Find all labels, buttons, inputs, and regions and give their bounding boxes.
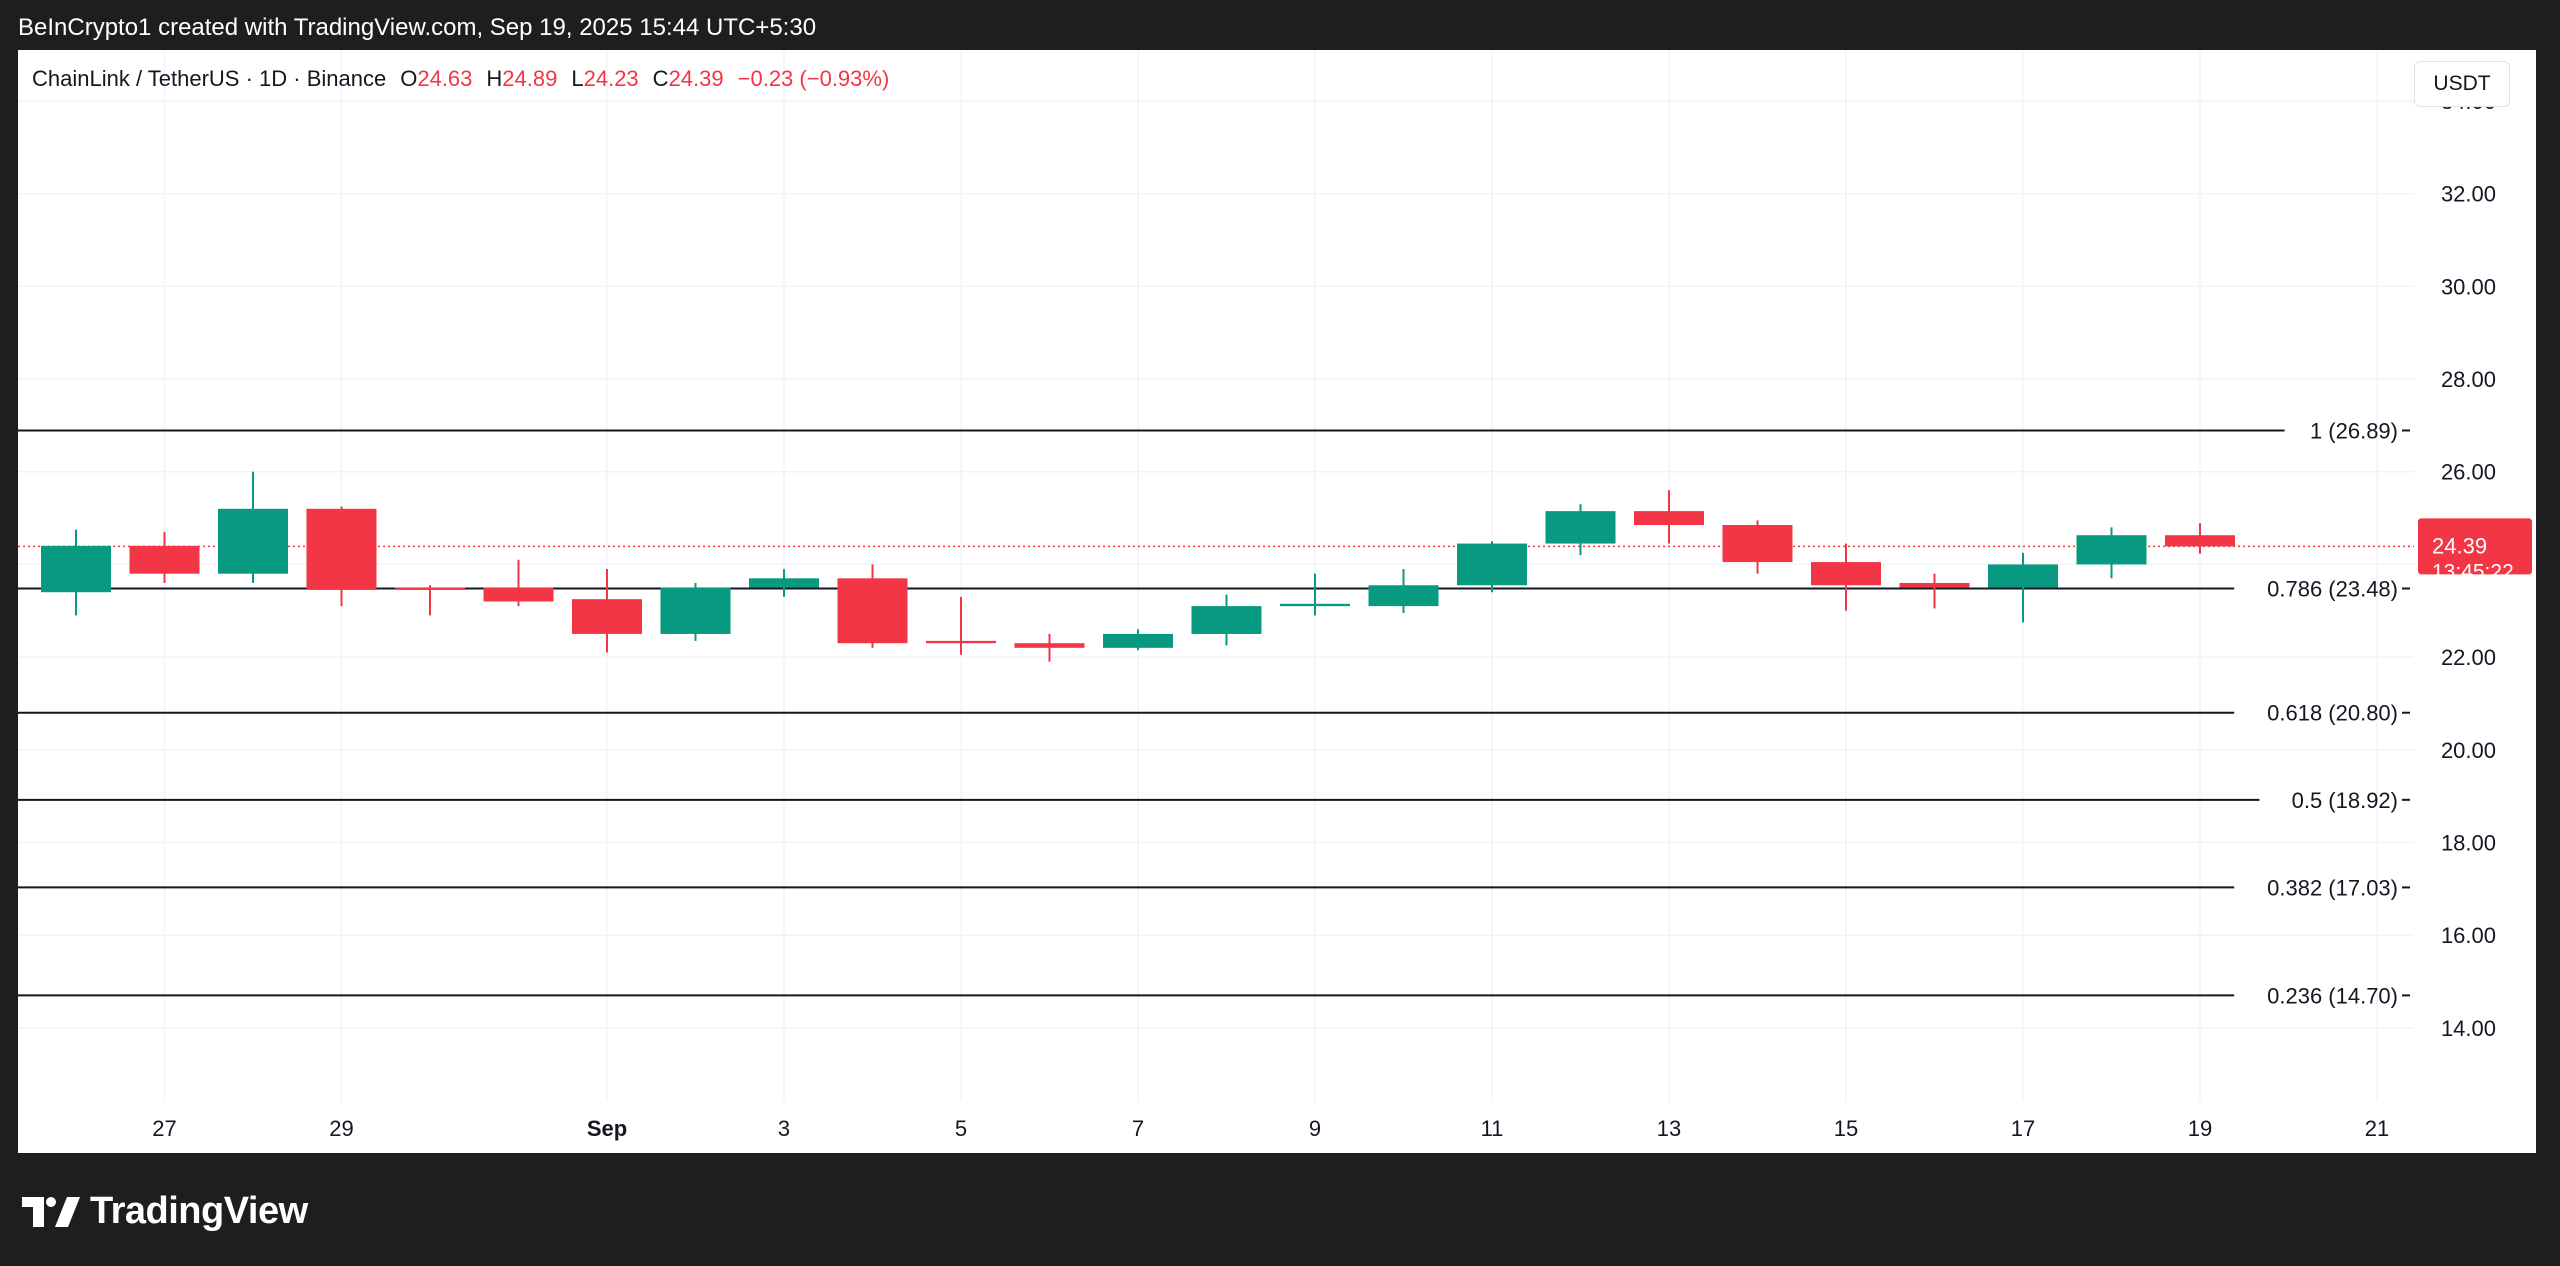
candle-body[interactable]	[1811, 562, 1881, 586]
tradingview-logo[interactable]: TradingView	[22, 1190, 308, 1233]
last-price-countdown: 13:45:22	[2432, 560, 2514, 583]
candle-body[interactable]	[1368, 585, 1439, 607]
x-axis-tick-label: 11	[1481, 1116, 1504, 1141]
legend-open-label: O	[400, 66, 418, 91]
fib-level-label: 0.382 (17.03)	[2267, 875, 2398, 900]
candle-body[interactable]	[395, 587, 465, 590]
legend-change: −0.23 (−0.93%)	[737, 66, 890, 91]
y-axis-tick-label: 22.00	[2441, 645, 2496, 670]
x-axis-tick-label: 13	[1657, 1116, 1681, 1141]
candle-body[interactable]	[837, 578, 908, 644]
currency-button[interactable]: USDT	[2414, 61, 2510, 107]
x-axis-tick-label: 15	[1834, 1116, 1858, 1141]
candle-body[interactable]	[1634, 511, 1704, 526]
x-axis-tick-label: 17	[2011, 1116, 2035, 1141]
x-axis-tick-label: 19	[2188, 1116, 2212, 1141]
last-price-value: 24.39	[2432, 533, 2487, 558]
y-axis-tick-label: 32.00	[2441, 182, 2496, 207]
y-axis-tick-label: 18.00	[2441, 830, 2496, 855]
legend-open-value: 24.63	[417, 66, 473, 91]
candle-body[interactable]	[306, 508, 377, 590]
fib-level-label: 0.5 (18.92)	[2292, 788, 2398, 813]
x-axis-tick-label: 27	[152, 1116, 176, 1141]
candle-body[interactable]	[483, 587, 554, 602]
candle-body[interactable]	[129, 545, 200, 574]
candle-body[interactable]	[1280, 603, 1350, 607]
x-axis-tick-label: 7	[1132, 1116, 1144, 1141]
candle-body[interactable]	[1103, 633, 1173, 648]
candle-body[interactable]	[1722, 525, 1793, 563]
y-axis-tick-label: 14.00	[2441, 1016, 2496, 1041]
last-price-tag[interactable]	[2418, 518, 2532, 575]
fib-level-label: 0.236 (14.70)	[2267, 983, 2398, 1008]
x-axis-tick-label: 3	[778, 1116, 790, 1141]
candle-body[interactable]	[1191, 606, 1262, 634]
candle-body[interactable]	[1545, 511, 1616, 544]
chart-panel[interactable]: 1 (26.89) 0.786 (23.48) 0.618 (20.80) 0.5 (…	[18, 50, 2536, 1153]
chart-caption: BeInCrypto1 created with TradingView.com…	[18, 14, 817, 41]
candle-body[interactable]	[1457, 543, 1527, 586]
y-axis-tick-label: 30.00	[2441, 274, 2496, 299]
legend-close-value: 24.39	[668, 66, 724, 91]
x-axis-tick-label: Sep	[587, 1116, 627, 1141]
y-axis-tick-label: 26.00	[2441, 460, 2496, 485]
candle-body[interactable]	[572, 599, 642, 634]
x-axis-tick-label: 9	[1309, 1116, 1321, 1141]
candle-body[interactable]	[660, 587, 731, 634]
candle-body[interactable]	[2076, 535, 2147, 565]
legend-low-label: L	[571, 66, 584, 91]
candle-body[interactable]	[1014, 643, 1085, 648]
legend-close-label: C	[652, 66, 669, 91]
legend-high-label: H	[486, 66, 503, 91]
fib-level-label: 1 (26.89)	[2310, 418, 2398, 443]
ohlc-legend: ChainLink / TetherUS · 1D · Binance O 24…	[32, 66, 889, 92]
candle-body[interactable]	[926, 640, 996, 644]
fib-level-label: 0.786 (23.48)	[2267, 577, 2398, 602]
x-axis-tick-label: 29	[329, 1116, 353, 1141]
logo-text: TradingView	[90, 1190, 308, 1232]
x-axis-tick-label: 5	[955, 1116, 967, 1141]
candle-body[interactable]	[41, 545, 111, 593]
candle-body[interactable]	[1988, 564, 2058, 588]
candle-body[interactable]	[218, 508, 288, 574]
x-axis-tick-label: 21	[2365, 1116, 2389, 1141]
tradingview-logo-icon	[22, 1196, 80, 1227]
candlestick-chart[interactable]: 1 (26.89) 0.786 (23.48) 0.618 (20.80) 0.5 (…	[18, 50, 2536, 1153]
legend-high-value: 24.89	[502, 66, 558, 91]
legend-symbol[interactable]: ChainLink / TetherUS · 1D · Binance	[32, 66, 387, 91]
candle-body[interactable]	[749, 578, 819, 588]
candle-body[interactable]	[1899, 582, 1970, 588]
y-axis-tick-label: 16.00	[2441, 923, 2496, 948]
legend-low-value: 24.23	[583, 66, 639, 91]
candle-body[interactable]	[2165, 535, 2235, 547]
y-axis-tick-label: 20.00	[2441, 738, 2496, 763]
fib-level-label: 0.618 (20.80)	[2267, 701, 2398, 726]
y-axis-tick-label: 28.00	[2441, 367, 2496, 392]
